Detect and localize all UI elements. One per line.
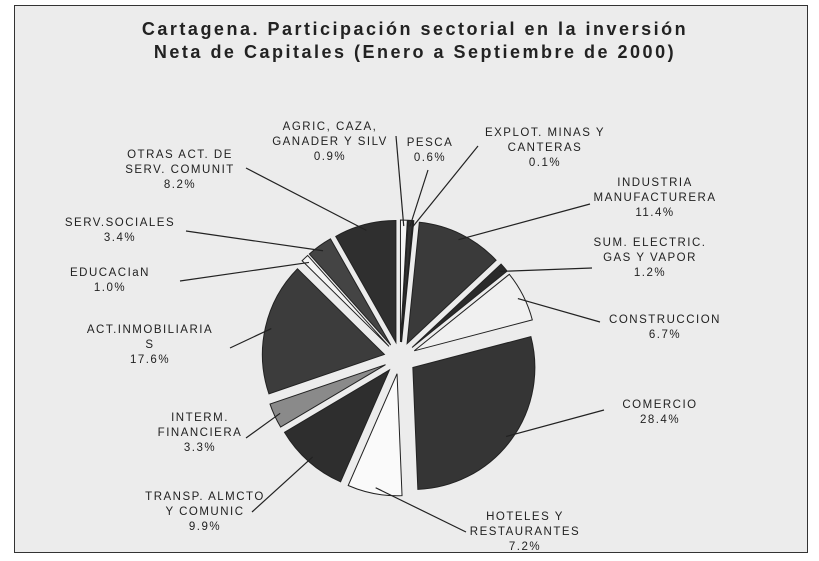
value-label: 0.1% [528, 157, 562, 169]
value-label: 3.3% [183, 442, 217, 454]
slice-label: AGRIC, CAZA, GANADER Y SILV 0.9% [272, 120, 388, 165]
category-label: HOTELES Y RESTAURANTES [469, 511, 581, 538]
slice-label: HOTELES Y RESTAURANTES 7.2% [470, 510, 580, 555]
chart-title: Cartagena. Participación sectorial en la… [141, 19, 689, 62]
leader-line [185, 230, 324, 252]
slice-label: COMERCIO 28.4% [622, 398, 697, 428]
leader-line [499, 267, 593, 273]
pie-slice [335, 220, 397, 345]
leader-line [375, 487, 467, 533]
pie-slice [283, 368, 391, 483]
value-label: 3.4% [103, 232, 137, 244]
leader-line [458, 203, 591, 241]
category-label: CONSTRUCCION [609, 314, 721, 326]
leader-line [395, 135, 405, 227]
leader-line [245, 412, 281, 439]
leader-line [505, 409, 605, 438]
value-label: 9.9% [188, 521, 222, 533]
category-label: OTRAS ACT. DE SERV. COMUNIT [125, 149, 235, 176]
pie-slice [301, 254, 390, 347]
pie-slice [412, 335, 536, 490]
value-label: 28.4% [639, 414, 681, 426]
leader-line [517, 297, 601, 323]
category-label: TRANSP. ALMCTO Y COMUNIC [145, 491, 265, 518]
slice-label: INDUSTRIA MANUFACTURERA 11.4% [593, 176, 716, 221]
pie-slice [399, 219, 408, 343]
pie-slice [269, 364, 386, 428]
category-label: SUM. ELECTRIC. GAS Y VAPOR [593, 237, 707, 264]
leader-line [245, 167, 367, 231]
slice-label: CONSTRUCCION 6.7% [609, 313, 721, 343]
value-label: 0.6% [413, 152, 447, 164]
category-label: INDUSTRIA MANUFACTURERA [593, 177, 717, 204]
category-label: AGRIC, CAZA, GANADER Y SILV [272, 121, 388, 148]
category-label: COMERCIO [622, 399, 698, 411]
slice-label: EXPLOT. MINAS Y CANTERAS 0.1% [485, 126, 605, 171]
slice-label: OTRAS ACT. DE SERV. COMUNIT 8.2% [125, 148, 235, 193]
leader-line [412, 145, 479, 228]
leader-line [251, 456, 314, 513]
pie-slice [406, 221, 497, 345]
slice-label: SERV.SOCIALES 3.4% [65, 216, 175, 246]
value-label: 11.4% [635, 207, 675, 219]
value-label: 0.9% [313, 151, 347, 163]
slice-label: INTERM. FINANCIERA 3.3% [158, 411, 243, 456]
category-label: SERV.SOCIALES [64, 217, 176, 229]
leader-line [179, 261, 310, 282]
value-label: 7.2% [508, 541, 542, 553]
value-label: 17.6% [129, 354, 171, 366]
leader-line [409, 169, 429, 227]
slice-label: ACT.INMOBILIARIA S 17.6% [87, 323, 213, 368]
slice-label: EDUCACIaN 1.0% [70, 266, 150, 296]
pie-slice [413, 273, 533, 352]
slice-label: TRANSP. ALMCTO Y COMUNIC 9.9% [145, 490, 265, 535]
value-label: 1.2% [633, 267, 667, 279]
category-label: ACT.INMOBILIARIA S [86, 324, 214, 351]
chart-frame [14, 5, 808, 553]
category-label: PESCA [406, 137, 454, 149]
value-label: 8.2% [163, 179, 197, 191]
leader-line [229, 328, 272, 349]
slice-label: PESCA 0.6% [407, 136, 454, 166]
value-label: 6.7% [648, 329, 682, 341]
category-label: INTERM. FINANCIERA [157, 412, 243, 439]
slice-label: SUM. ELECTRIC. GAS Y VAPOR 1.2% [593, 236, 706, 281]
pie-slice [308, 238, 392, 346]
pie-slice [261, 268, 386, 395]
category-label: EDUCACIaN [70, 267, 150, 279]
category-label: EXPLOT. MINAS Y CANTERAS [484, 127, 606, 154]
pie-slice [401, 220, 415, 343]
value-label: 1.0% [93, 282, 127, 294]
pie-slice [347, 373, 403, 497]
